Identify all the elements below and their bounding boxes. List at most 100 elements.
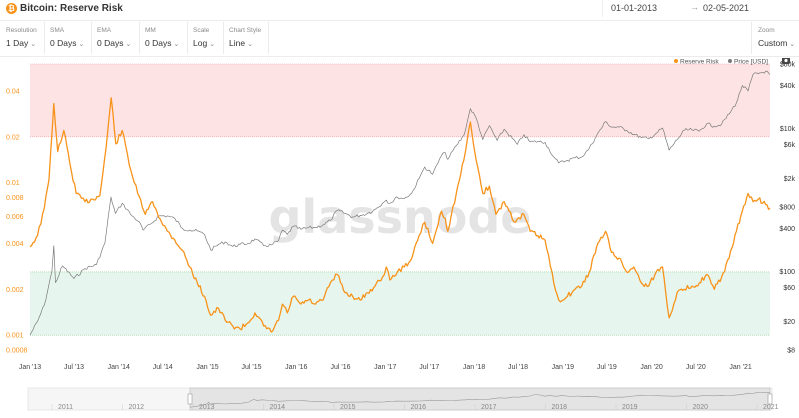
navigator-year-label: 2011	[58, 404, 73, 411]
x-axis-tick-label: Jan '13	[19, 364, 41, 371]
right-axis-tick-label: $80k	[780, 62, 796, 69]
page-title: Bitcoin: Reserve Risk	[20, 3, 123, 14]
chart-style-label: Chart Style	[229, 27, 262, 34]
mm-value: 0 Days	[145, 38, 172, 48]
date-range-picker[interactable]	[602, 0, 793, 17]
chevron-down-icon: ⌄	[209, 41, 216, 48]
resolution-select[interactable]: Resolution 1 Day ⌄	[0, 22, 45, 54]
navigator-year-label: 2014	[270, 404, 286, 411]
scale-value: Log	[193, 38, 208, 48]
resolution-value: 1 Day	[6, 38, 29, 48]
price-line	[29, 70, 771, 336]
left-axis-tick-label: 0.02	[6, 134, 20, 141]
x-axis-tick-label: Jul '18	[508, 364, 528, 371]
navigator-year-label: 2015	[340, 404, 356, 411]
x-axis-tick-label: Jul '19	[597, 364, 617, 371]
left-axis-tick-label: 0.01	[6, 180, 20, 187]
x-axis-tick-label: Jan '17	[374, 364, 396, 371]
sma-select[interactable]: SMA 0 Days ⌄	[44, 22, 92, 54]
chevron-down-icon: ⌄	[789, 41, 796, 48]
price-series	[29, 70, 771, 336]
chevron-down-icon: ⌄	[173, 41, 180, 48]
ema-select[interactable]: EMA 0 Days ⌄	[91, 22, 140, 54]
navigator-left-handle	[187, 393, 193, 405]
x-axis-tick-label: Jul '15	[242, 364, 262, 371]
left-axis-tick-label: 0.006	[6, 214, 24, 221]
x-axis-tick-label: Jan '21	[729, 364, 751, 371]
scale-select[interactable]: Scale Log ⌄	[187, 22, 224, 54]
right-axis-tick-label: $20	[783, 319, 795, 326]
navigator-year-label: 2020	[693, 404, 709, 411]
navigator-year-label: 2019	[622, 404, 638, 411]
date-from-input[interactable]: 01-01-2013	[611, 3, 658, 13]
navigator-mini-line	[189, 392, 771, 408]
right-axis-tick-label: $10k	[780, 126, 796, 133]
legend-label: Price [USD]	[734, 59, 768, 66]
left-axis-tick-label: 0.008	[6, 195, 24, 202]
left-axis-tick-label: 0.0008	[6, 348, 28, 355]
high-risk-zone	[30, 64, 770, 137]
x-axis-tick-label: Jan '20	[640, 364, 662, 371]
x-axis-tick-label: Jul '16	[331, 364, 351, 371]
legend-label: Reserve Risk	[680, 59, 719, 66]
x-axis-tick-label: Jul '20	[686, 364, 706, 371]
header-bar: ₿ Bitcoin: Reserve Risk 01-01-2013 → 02-…	[0, 0, 799, 21]
navigator-right-handle	[767, 393, 773, 405]
reserve-risk-chart[interactable]: glassnode 0.040.020.010.0080.0060.0040.0…	[0, 58, 799, 418]
x-axis: Jan '13 Jul '13 Jan '14 Jul '14 Jan '15 Jul '…	[19, 364, 752, 371]
left-axis-tick-label: 0.002	[6, 287, 24, 294]
zoom-value: Custom	[758, 38, 788, 48]
right-axis-tick-label: $40k	[780, 83, 796, 90]
mm-label: MM	[145, 27, 156, 34]
chart-legend[interactable]: Reserve Risk Price [USD]	[674, 58, 790, 66]
x-axis-tick-label: Jan '14	[108, 364, 130, 371]
right-axis-tick-label: $800	[779, 205, 795, 212]
chevron-down-icon: ⌄	[78, 41, 85, 48]
mm-select[interactable]: MM 0 Days ⌄	[139, 22, 188, 54]
x-axis-tick-label: Jan '19	[552, 364, 574, 371]
camera-lens-icon	[784, 58, 788, 63]
zoom-select[interactable]: Zoom Custom ⌄	[751, 22, 799, 54]
right-axis-tick-label: $400	[779, 226, 795, 233]
legend-marker	[674, 59, 678, 63]
x-axis-tick-label: Jan '18	[463, 364, 485, 371]
legend-marker	[728, 59, 732, 63]
chart-controls: Resolution 1 Day ⌄ SMA 0 Days ⌄ EMA 0 Days…	[0, 22, 799, 57]
time-navigator[interactable]: 2011 2012 2013 2014 2015 2016 2017 2018 2019 2020…	[27, 387, 779, 411]
navigator-year-label: 2021	[763, 404, 779, 411]
right-axis-tick-label: $60	[783, 285, 795, 292]
x-axis-tick-label: Jul '13	[64, 364, 84, 371]
date-to-input[interactable]: 02-05-2021	[703, 3, 750, 13]
risk-zones	[30, 63, 770, 336]
zoom-label: Zoom	[758, 27, 775, 34]
watermark: glassnode	[269, 190, 532, 244]
chevron-down-icon: ⌄	[125, 41, 132, 48]
bitcoin-icon: ₿	[6, 3, 17, 14]
chart-style-value: Line	[229, 38, 246, 48]
low-risk-zone	[30, 271, 770, 336]
navigator-year-label: 2012	[129, 404, 145, 411]
navigator-year-label: 2013	[199, 404, 215, 411]
chevron-down-icon: ⌄	[247, 41, 253, 48]
ema-label: EMA	[97, 27, 112, 34]
navigator-year-label: 2017	[481, 404, 497, 411]
date-range-arrow-icon: →	[690, 2, 699, 12]
left-axis-tick-label: 0.001	[6, 333, 24, 340]
left-axis-tick-label: 0.04	[6, 88, 20, 95]
right-axis-tick-label: $2k	[784, 176, 796, 183]
reserve-risk-line	[29, 97, 771, 333]
navigator-year-label: 2018	[552, 404, 568, 411]
right-axis-tick-label: $6k	[784, 142, 796, 149]
x-axis-tick-label: Jul '17	[419, 364, 439, 371]
x-axis-tick-label: Jan '16	[285, 364, 307, 371]
chevron-down-icon: ⌄	[30, 41, 37, 48]
chart-style-select[interactable]: Chart Style Line ⌄	[223, 22, 269, 54]
right-axis-tick-label: $100	[779, 269, 795, 276]
x-axis-tick-label: Jan '15	[196, 364, 218, 371]
x-axis-tick-label: Jul '14	[153, 364, 173, 371]
sma-value: 0 Days	[50, 38, 77, 48]
sma-label: SMA	[50, 27, 65, 34]
right-y-axis: $80k $40k $10k $6k $2k $800 $400 $100 $60 $20 $8	[779, 62, 795, 355]
right-axis-tick-label: $8	[787, 348, 795, 355]
navigator-year-label: 2016	[411, 404, 427, 411]
